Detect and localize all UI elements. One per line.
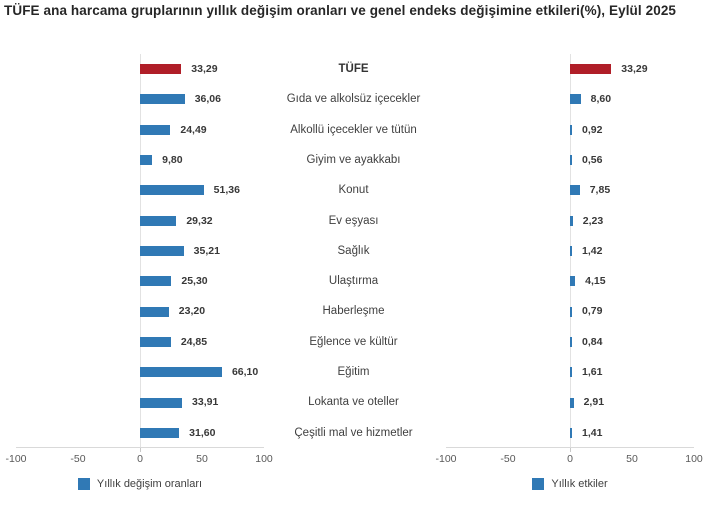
legend-annual-change-rates: Yıllık değişim oranları xyxy=(16,478,264,490)
x-axis-tick: 0 xyxy=(137,453,143,465)
category-label: TÜFE xyxy=(338,63,369,75)
effect-bar xyxy=(570,185,580,196)
effect-value-label: 1,41 xyxy=(582,426,603,439)
effect-value-label: 0,79 xyxy=(582,305,603,318)
change-bar xyxy=(140,336,171,347)
change-value-label: 51,36 xyxy=(213,184,240,197)
change-bar xyxy=(140,94,185,105)
change-value-label: 66,10 xyxy=(231,366,259,379)
x-axis-tick: -100 xyxy=(5,453,27,465)
x-axis-tick: 100 xyxy=(685,453,703,465)
chart-title: TÜFE ana harcama gruplarının yıllık deği… xyxy=(4,3,677,18)
change-value-label: 36,06 xyxy=(194,93,221,106)
effect-bar xyxy=(570,427,572,438)
effect-bar xyxy=(570,94,581,105)
x-axis-right: -100 -50 0 50 100 xyxy=(435,453,702,467)
category-label: Giyim ve ayakkabı xyxy=(306,153,401,166)
effect-bar xyxy=(570,64,612,75)
change-bar xyxy=(140,185,204,196)
category-label: Haberleşme xyxy=(322,305,385,318)
legend-swatch xyxy=(77,478,90,490)
category-label: Eğitim xyxy=(337,366,370,379)
x-axis-tick: -50 xyxy=(70,453,86,465)
effect-bar xyxy=(570,306,572,317)
change-bar xyxy=(140,64,182,75)
change-bar xyxy=(140,124,171,135)
category-label: Lokanta ve oteller xyxy=(308,396,399,409)
x-axis-tick: 50 xyxy=(196,453,208,465)
category-label: Sağlık xyxy=(337,244,370,257)
zero-axis-tick xyxy=(570,448,571,452)
effect-bar xyxy=(570,336,572,347)
category-label: Ulaştırma xyxy=(328,275,379,288)
category-labels-column: TÜFE Gıda ve alkolsüz içecekler Alkollü iç… xyxy=(264,54,443,448)
effect-value-label: 2,91 xyxy=(583,396,605,409)
x-axis-tick: -50 xyxy=(500,453,516,465)
change-bar xyxy=(140,306,169,317)
change-bar xyxy=(140,276,172,287)
change-value-label: 31,60 xyxy=(189,426,216,439)
change-value-label: 33,91 xyxy=(192,396,219,409)
change-value-label: 24,49 xyxy=(180,123,207,136)
legend-label: Yıllık değişim oranları xyxy=(96,478,203,490)
effect-bar xyxy=(570,397,574,408)
change-bar xyxy=(140,397,183,408)
change-value-label: 33,29 xyxy=(191,63,218,75)
category-label: Gıda ve alkolsüz içecekler xyxy=(286,93,421,106)
change-value-label: 9,80 xyxy=(162,153,183,166)
change-value-label: 25,30 xyxy=(181,275,208,288)
category-label: Ev eşyası xyxy=(328,214,379,227)
x-axis-left: -100 -50 0 50 100 xyxy=(5,453,272,467)
change-value-label: 24,85 xyxy=(180,335,208,348)
effect-bar xyxy=(570,246,572,256)
x-axis-tick: 0 xyxy=(567,453,573,465)
effect-value-label: 2,23 xyxy=(582,214,604,227)
x-axis-tick: -100 xyxy=(435,453,457,465)
effect-value-label: 1,42 xyxy=(582,244,603,257)
category-label: Alkollü içecekler ve tütün xyxy=(290,123,417,136)
legend-swatch xyxy=(532,478,545,490)
effect-bar xyxy=(570,124,572,135)
effect-value-label: 0,84 xyxy=(582,335,603,348)
effect-value-label: 1,61 xyxy=(582,366,603,379)
x-axis-line xyxy=(16,447,264,448)
change-bar xyxy=(140,427,180,438)
effect-value-label: 0,56 xyxy=(582,153,603,166)
zero-axis-tick xyxy=(140,448,141,452)
annual-effects-plot: 33,29 8,60 0,92 0,56 7,85 2,23 1,42 4,15 0,79 0,8… xyxy=(446,54,694,452)
x-axis-tick: 50 xyxy=(626,453,638,465)
change-bar xyxy=(140,246,184,256)
effect-value-label: 8,60 xyxy=(590,93,612,106)
effect-bar xyxy=(570,367,572,378)
effect-value-label: 33,29 xyxy=(621,63,648,75)
change-bar xyxy=(140,155,153,166)
legend-annual-effects: Yıllık etkiler xyxy=(446,478,694,490)
x-axis-line xyxy=(446,447,694,448)
effect-bar xyxy=(570,155,572,166)
change-value-label: 23,20 xyxy=(178,305,206,318)
effect-value-label: 4,15 xyxy=(585,275,606,288)
change-bar xyxy=(140,367,222,378)
x-axis-tick: 100 xyxy=(255,453,273,465)
change-value-label: 29,32 xyxy=(186,214,213,227)
effect-value-label: 0,92 xyxy=(582,123,603,136)
legend-label: Yıllık etkiler xyxy=(551,478,608,490)
change-bar xyxy=(140,215,177,226)
effect-value-label: 7,85 xyxy=(589,184,611,197)
category-label: Eğlence ve kültür xyxy=(309,335,398,348)
change-value-label: 35,21 xyxy=(193,244,220,257)
effect-bar xyxy=(570,215,573,226)
annual-change-rates-plot: 33,29 36,06 24,49 9,80 51,36 29,32 35,21 25,30 2… xyxy=(16,54,264,452)
category-label: Çeşitli mal ve hizmetler xyxy=(294,426,413,439)
effect-bar xyxy=(570,276,576,287)
category-label: Konut xyxy=(338,184,369,197)
